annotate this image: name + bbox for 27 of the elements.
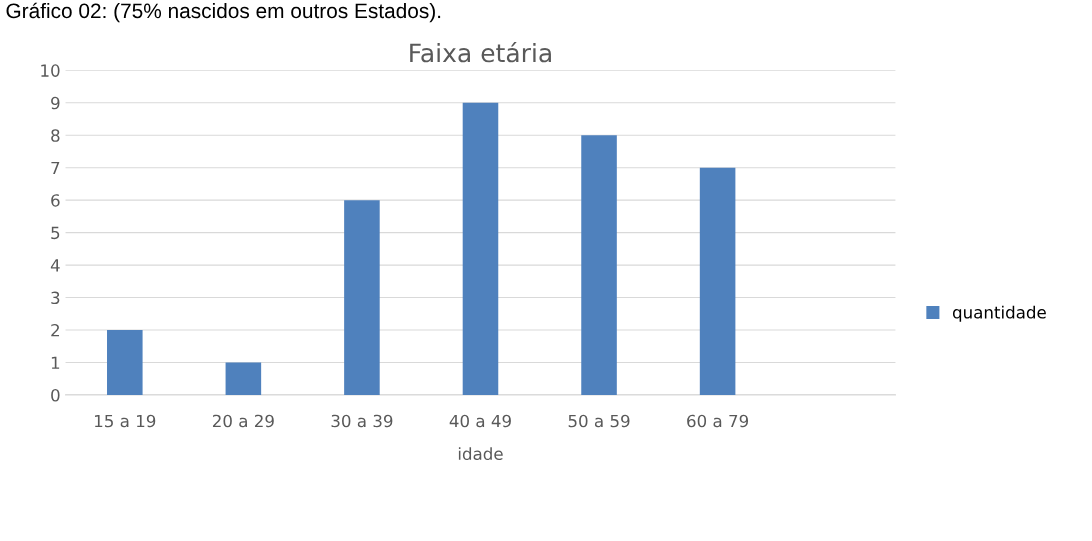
y-tick-label: 3 — [51, 291, 60, 305]
x-tick-label: 15 a 19 — [95, 414, 156, 428]
y-tick-label: 6 — [51, 194, 60, 207]
x-axis-title: idade — [458, 447, 503, 461]
x-tick-label: 20 a 29 — [212, 414, 274, 428]
y-tick-label: 2 — [51, 323, 59, 337]
y-tick-label: 4 — [50, 259, 60, 272]
x-tick-label: 40 a 49 — [449, 414, 511, 428]
y-tick-label: 7 — [51, 161, 60, 175]
bar — [107, 330, 143, 395]
text: Gráfico 02: (75% nascidos em outros Estados). — [6, 2, 441, 23]
x-tick-label: 60 a 79 — [687, 414, 749, 428]
y-tick-label: 5 — [51, 226, 60, 240]
legend-label: quantidade — [952, 305, 1046, 322]
y-tick-label: 9 — [51, 96, 60, 110]
bar — [462, 102, 499, 395]
y-tick-label: 1 — [51, 356, 60, 369]
bar — [344, 200, 380, 395]
chart-title: Faixa etária — [410, 42, 551, 63]
x-tick-label: 30 a 39 — [331, 414, 393, 428]
bar — [225, 362, 262, 395]
y-tick-label: 0 — [51, 388, 60, 402]
bar — [699, 167, 736, 395]
y-tick-label: 10 — [41, 64, 60, 77]
x-tick-label: 50 a 59 — [568, 414, 630, 428]
bar — [581, 135, 617, 395]
y-tick-label: 8 — [51, 129, 60, 142]
